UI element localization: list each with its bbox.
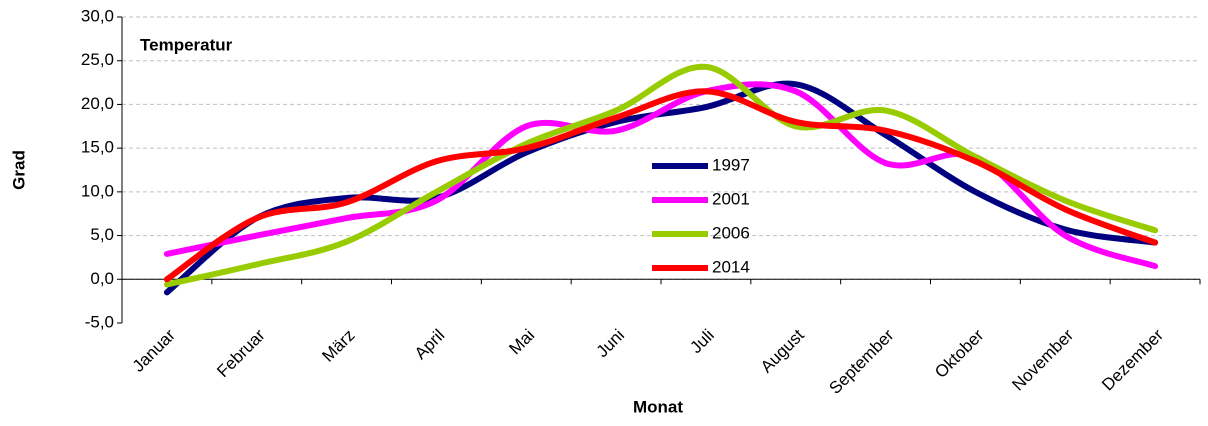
y-tick-label: 15,0	[81, 138, 114, 157]
y-axis-label: Grad	[9, 150, 28, 190]
series-line	[163, 63, 1159, 288]
legend-label: 1997	[712, 155, 750, 174]
y-tick-label: 25,0	[81, 50, 114, 69]
x-tick-label: März	[318, 326, 358, 366]
x-tick-label: Januar	[129, 325, 179, 375]
series-line	[163, 80, 1159, 296]
x-tick-label: November	[1008, 325, 1077, 394]
chart-title: Temperatur	[140, 35, 233, 54]
y-tick-label: -5,0	[85, 312, 114, 331]
x-tick-label: Februar	[213, 325, 269, 381]
x-tick-label: April	[411, 326, 448, 363]
y-tick-label: 10,0	[81, 181, 114, 200]
y-tick-label: 30,0	[81, 6, 114, 25]
x-tick-label: Oktober	[931, 325, 987, 381]
x-axis-label: Monat	[633, 397, 683, 416]
x-tick-label: August	[757, 325, 808, 376]
x-tick-label: September	[825, 325, 897, 397]
x-tick-label: Juni	[593, 326, 628, 361]
x-tick-label: Mai	[505, 326, 538, 359]
legend-label: 2014	[712, 257, 750, 276]
series-line	[163, 88, 1159, 283]
x-tick-label: Juli	[686, 326, 717, 357]
y-tick-label: 0,0	[90, 269, 114, 288]
legend-label: 2006	[712, 223, 750, 242]
x-tick-label: Dezember	[1098, 325, 1167, 394]
y-tick-label: 20,0	[81, 94, 114, 113]
y-tick-label: 5,0	[90, 225, 114, 244]
legend-label: 2001	[712, 189, 750, 208]
